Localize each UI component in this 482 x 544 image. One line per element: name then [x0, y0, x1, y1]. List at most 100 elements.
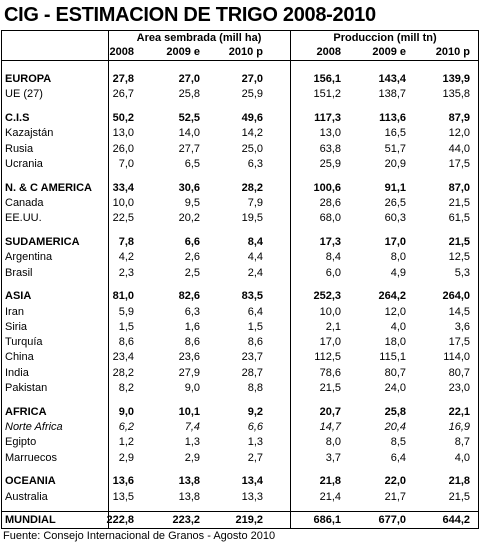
- cell: 264,0: [442, 290, 470, 303]
- cell: 3,6: [454, 320, 470, 333]
- cell: 23,6: [178, 351, 200, 364]
- cell: 6,6: [247, 421, 263, 433]
- year-header: 2009 e: [372, 46, 406, 58]
- cell: 1,5: [118, 320, 134, 333]
- cell: 52,5: [178, 112, 200, 124]
- cell: 83,5: [241, 290, 263, 303]
- year-header: 2010 p: [435, 46, 470, 58]
- cell: 28,6: [319, 196, 341, 209]
- cell: 143,4: [378, 73, 406, 85]
- cell: 1,6: [184, 320, 200, 333]
- cell: 2,4: [247, 266, 263, 279]
- cell: 21,5: [448, 490, 470, 503]
- row-label: OCEANIA: [5, 475, 56, 488]
- cell: 2,3: [118, 266, 134, 279]
- row-label: Rusia: [5, 142, 34, 155]
- cell: 4,0: [390, 320, 406, 333]
- cell: 25,9: [319, 157, 341, 170]
- row-label: Pakistan: [5, 382, 48, 394]
- cell: 13,4: [241, 475, 263, 488]
- cell: 117,3: [314, 112, 341, 124]
- group-header: Area sembrada (mill ha): [136, 32, 262, 44]
- row-label: China: [5, 351, 34, 364]
- cell: 19,5: [241, 212, 263, 225]
- row-label: Ucrania: [5, 157, 43, 170]
- row-label: India: [5, 366, 29, 379]
- cell: 114,0: [443, 351, 470, 364]
- cell: 1,5: [247, 320, 263, 333]
- year-header: 2010 p: [228, 46, 263, 58]
- cell: 17,0: [319, 336, 341, 349]
- cell: 8,6: [184, 336, 200, 349]
- cell: 21,8: [319, 475, 341, 488]
- row-label: Siria: [5, 320, 28, 333]
- cell: 22,5: [112, 212, 134, 225]
- cell: 13,8: [178, 475, 200, 488]
- cell: 80,7: [384, 366, 406, 379]
- cell: 21,7: [384, 490, 406, 503]
- cell: 135,8: [442, 88, 470, 101]
- cell: 12,0: [448, 127, 470, 140]
- cell: 14,0: [178, 127, 200, 140]
- year-header: 2008: [316, 46, 341, 58]
- cell: 21,5: [448, 196, 470, 209]
- cell: 26,5: [384, 196, 406, 209]
- cell: 115,1: [379, 351, 406, 364]
- cell: 14,2: [241, 127, 263, 140]
- cell: 8,5: [390, 436, 406, 449]
- cell: 13,5: [112, 490, 134, 503]
- cell: 25,8: [384, 405, 406, 418]
- cell: 30,6: [178, 181, 200, 194]
- row-label: Turquía: [5, 336, 43, 349]
- cell: 113,6: [379, 112, 406, 124]
- cell: 1,2: [118, 436, 134, 449]
- row-label: Kazajstán: [5, 127, 54, 140]
- cell: 51,7: [384, 142, 406, 155]
- cell: 27,7: [178, 142, 200, 155]
- cell: 139,9: [442, 73, 470, 85]
- cell: 8,4: [247, 235, 263, 248]
- cell: 60,3: [384, 212, 406, 225]
- cell: 14,7: [319, 421, 341, 433]
- row-label: EE.UU.: [5, 212, 42, 225]
- group-header: Produccion (mill tn): [333, 32, 437, 44]
- cell: 2,9: [184, 451, 200, 464]
- cell: 16,9: [448, 421, 470, 433]
- row-label: Argentina: [5, 251, 53, 264]
- row-label: MUNDIAL: [5, 514, 56, 527]
- cell: 2,5: [184, 266, 200, 279]
- cell: 10,0: [112, 196, 134, 209]
- cell: 25,0: [241, 142, 263, 155]
- row-label: Iran: [5, 305, 24, 318]
- cell: 27,0: [178, 73, 200, 85]
- table-border: [1, 30, 479, 529]
- cell: 151,2: [313, 88, 341, 101]
- cell: 4,0: [454, 451, 470, 464]
- row-label: Marruecos: [5, 451, 57, 464]
- cell: 22,0: [384, 475, 406, 488]
- cell: 8,0: [325, 436, 341, 449]
- cell: 10,0: [319, 305, 341, 318]
- cell: 91,1: [384, 181, 406, 194]
- cell: 20,4: [384, 421, 406, 433]
- cell: 9,5: [184, 196, 200, 209]
- cell: 21,4: [319, 490, 341, 503]
- cell: 81,0: [112, 290, 134, 303]
- cell: 44,0: [448, 142, 470, 155]
- cell: 23,4: [112, 351, 134, 364]
- cell: 3,7: [325, 451, 341, 464]
- row-label: ASIA: [5, 290, 32, 303]
- cell: 24,0: [384, 382, 406, 394]
- cell: 222,8: [106, 514, 134, 527]
- cell: 50,2: [112, 112, 134, 124]
- cell: 12,5: [448, 251, 470, 264]
- cell: 8,6: [247, 336, 263, 349]
- cell: 10,1: [178, 405, 200, 418]
- cell: 78,6: [319, 366, 341, 379]
- cell: 28,7: [241, 366, 263, 379]
- cell: 6,6: [184, 235, 200, 248]
- row-label: N. & C AMERICA: [5, 181, 92, 194]
- cell: 4,4: [247, 251, 263, 264]
- row-label: UE (27): [5, 88, 43, 101]
- cell: 4,9: [390, 266, 406, 279]
